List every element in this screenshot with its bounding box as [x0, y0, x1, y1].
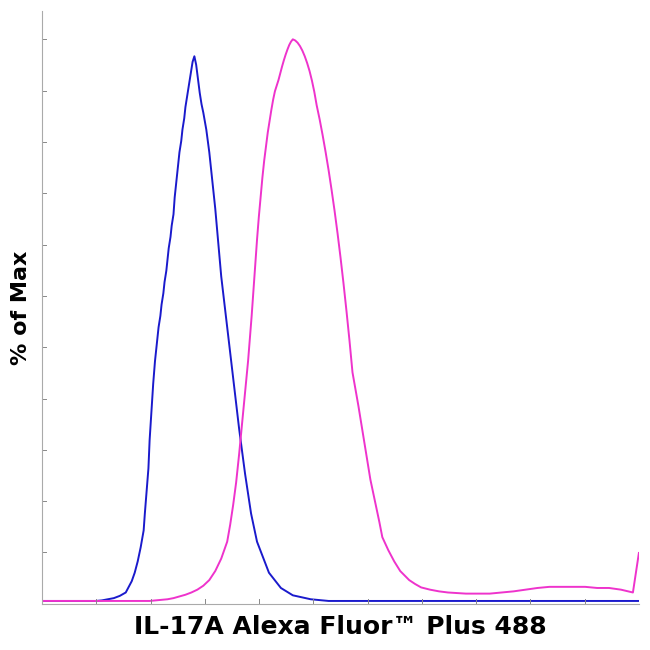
X-axis label: IL-17A Alexa Fluor™ Plus 488: IL-17A Alexa Fluor™ Plus 488: [135, 615, 547, 639]
Y-axis label: % of Max: % of Max: [11, 250, 31, 365]
